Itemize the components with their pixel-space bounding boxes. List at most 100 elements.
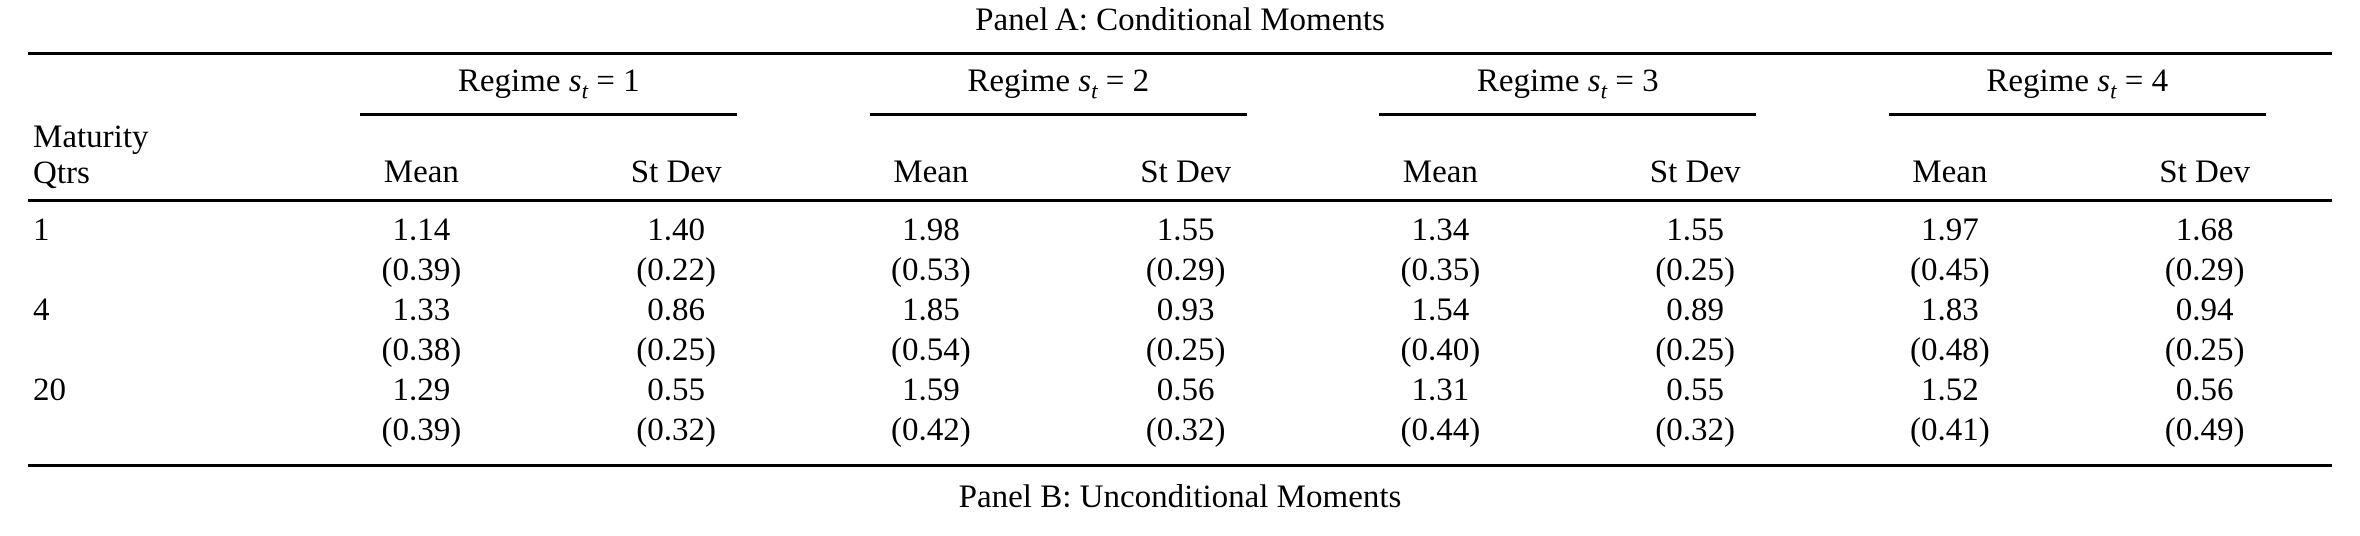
- cell-value: 1.98: [902, 212, 960, 248]
- cell-value: 1.55: [1666, 212, 1724, 248]
- regime-header-row: Regime st = 1 Regime st = 2 Regime st = …: [28, 55, 2332, 119]
- cell-se: (0.22): [636, 252, 716, 288]
- maturity-header: Maturity Qtrs: [28, 119, 294, 202]
- cell-value: 1.33: [392, 292, 451, 328]
- cell-se: (0.49): [2164, 412, 2245, 448]
- col-header-stdev-r2: St Dev: [1058, 119, 1313, 202]
- cell-value: 1.31: [1411, 372, 1470, 408]
- cell-se: (0.25): [1145, 332, 1226, 368]
- data-row-maturity-4-values: 4 1.33 0.86 1.85 0.93 1.54 0.89 1.83 0.9…: [28, 290, 2332, 330]
- cell-se: (0.39): [381, 252, 462, 288]
- cell-value: 1.29: [392, 372, 451, 408]
- cell-value: 1.85: [902, 292, 960, 328]
- data-row-maturity-1-se: (0.39) (0.22) (0.53) (0.29) (0.35) (0.25…: [28, 250, 2332, 290]
- cell-se: (0.44): [1400, 412, 1481, 448]
- cell-se: (0.25): [1655, 252, 1735, 288]
- maturity-se-stub: [28, 410, 294, 466]
- regime-2-prefix: Regime: [967, 63, 1070, 100]
- regime-1-eq: = 1: [596, 63, 640, 100]
- regime-header-4: Regime st = 4: [1823, 55, 2333, 119]
- cell-se: (0.32): [636, 412, 716, 448]
- cell-se: (0.40): [1400, 332, 1481, 368]
- cell-value: 1.52: [1921, 372, 1979, 408]
- regime-3-prefix: Regime: [1476, 63, 1580, 100]
- regime-2-var: s: [1078, 63, 1092, 100]
- cell-se: (0.45): [1910, 252, 1990, 288]
- cell-se: (0.35): [1400, 252, 1481, 288]
- regime-4-sub: t: [2110, 77, 2117, 104]
- cell-value: 1.59: [902, 372, 960, 408]
- col-header-stdev-r3: St Dev: [1567, 119, 1823, 202]
- cell-value: 1.97: [1921, 212, 1979, 248]
- data-row-maturity-1-values: 1 1.14 1.40 1.98 1.55 1.34 1.55 1.97 1.6…: [28, 201, 2332, 251]
- cell-value: 0.86: [647, 292, 705, 328]
- regime-2-underline: [869, 113, 1247, 116]
- regime-4-eq: = 4: [2124, 63, 2169, 100]
- col-header-mean-r1: Mean: [294, 119, 549, 202]
- maturity-value: 20: [33, 372, 66, 408]
- cell-se: (0.25): [2164, 332, 2245, 368]
- regime-4-label: Regime st = 4: [1823, 55, 2333, 113]
- maturity-header-line1: Maturity: [33, 119, 149, 155]
- cell-se: (0.29): [2164, 252, 2245, 288]
- cell-se: (0.54): [891, 332, 971, 368]
- regime-header-3: Regime st = 3: [1313, 55, 1823, 119]
- regime-2-label: Regime st = 2: [804, 55, 1314, 113]
- cell-value: 0.56: [1156, 372, 1215, 408]
- data-row-maturity-20-values: 20 1.29 0.55 1.59 0.56 1.31 0.55 1.52 0.…: [28, 370, 2332, 410]
- regime-3-label: Regime st = 3: [1313, 55, 1823, 113]
- cell-value: 0.94: [2175, 292, 2234, 328]
- panel-a-title: Panel A: Conditional Moments: [975, 2, 1385, 38]
- data-row-maturity-4-se: (0.38) (0.25) (0.54) (0.25) (0.40) (0.25…: [28, 330, 2332, 370]
- col-header-mean-r3: Mean: [1313, 119, 1568, 202]
- regime-4-underline: [1888, 113, 2266, 116]
- regime-2-eq: = 2: [1105, 63, 1150, 100]
- cell-value: 0.55: [1666, 372, 1724, 408]
- regime-3-var: s: [1587, 63, 1601, 100]
- cell-value: 0.55: [647, 372, 705, 408]
- cell-value: 0.56: [2175, 372, 2234, 408]
- cell-value: 1.14: [392, 212, 451, 248]
- regime-1-label: Regime st = 1: [294, 55, 804, 113]
- regime-3-sub: t: [1600, 77, 1608, 104]
- cell-se: (0.53): [891, 252, 971, 288]
- cell-se: (0.48): [1910, 332, 1990, 368]
- regime-row-stub: [28, 55, 294, 119]
- regime-2-sub: t: [1091, 77, 1098, 104]
- cell-se: (0.25): [636, 332, 716, 368]
- cell-value: 0.93: [1156, 292, 1215, 328]
- maturity-value: 1: [33, 212, 50, 248]
- cell-value: 1.54: [1411, 292, 1470, 328]
- maturity-se-stub: [28, 250, 294, 290]
- column-header-row: Maturity Qtrs Mean St Dev Mean St Dev Me…: [28, 119, 2332, 202]
- regime-1-var: s: [568, 63, 582, 100]
- col-header-mean-r4: Mean: [1822, 119, 2078, 202]
- cell-se: (0.38): [381, 332, 462, 368]
- cell-se: (0.29): [1145, 252, 1226, 288]
- cell-se: (0.32): [1145, 412, 1226, 448]
- cell-value: 0.89: [1666, 292, 1724, 328]
- regime-3-eq: = 3: [1615, 63, 1659, 100]
- regime-4-var: s: [2097, 63, 2111, 100]
- col-header-stdev-r4: St Dev: [2077, 119, 2332, 202]
- regime-1-prefix: Regime: [457, 63, 561, 100]
- panel-a-table: Regime st = 1 Regime st = 2 Regime st = …: [28, 55, 2332, 467]
- cell-value: 1.40: [647, 212, 705, 248]
- top-rule: [28, 52, 2332, 55]
- maturity-value: 4: [33, 292, 50, 328]
- cell-value: 1.55: [1156, 212, 1215, 248]
- conditional-moments-table-area: Panel A: Conditional Moments Regime st =…: [28, 2, 2332, 515]
- regime-1-sub: t: [581, 77, 589, 104]
- panel-b-title: Panel B: Unconditional Moments: [958, 479, 1402, 515]
- regime-header-1: Regime st = 1: [294, 55, 804, 119]
- regime-3-underline: [1379, 113, 1757, 116]
- regime-1-underline: [360, 113, 738, 116]
- maturity-se-stub: [28, 330, 294, 370]
- data-row-maturity-20-se: (0.39) (0.32) (0.42) (0.32) (0.44) (0.32…: [28, 410, 2332, 466]
- cell-se: (0.25): [1655, 332, 1735, 368]
- cell-value: 1.68: [2175, 212, 2234, 248]
- regime-header-2: Regime st = 2: [804, 55, 1314, 119]
- regime-4-prefix: Regime: [1986, 63, 2089, 100]
- cell-se: (0.41): [1910, 412, 1990, 448]
